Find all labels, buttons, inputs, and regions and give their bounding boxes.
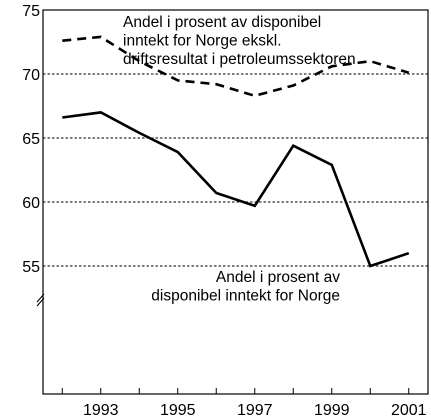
series-annotation-line: inntekt for Norge ekskl. xyxy=(123,33,282,50)
x-tick-label: 1999 xyxy=(314,402,350,419)
plot-frame xyxy=(42,9,429,395)
y-tick-label: 70 xyxy=(22,67,40,84)
x-tick-label: 1995 xyxy=(160,402,196,419)
y-tick-label: 65 xyxy=(22,131,40,148)
series-annotation-line: disponibel inntekt for Norge xyxy=(151,288,340,305)
series-annotation-line: Andel i prosent av xyxy=(216,269,340,286)
axis-break-mark xyxy=(36,297,45,307)
series-annotation-line: Andel i prosent av disponibel xyxy=(123,14,321,31)
y-tick-label: 55 xyxy=(22,259,40,276)
y-tick-label: 75 xyxy=(22,3,40,20)
x-tick-label: 1997 xyxy=(237,402,273,419)
series-line-dashed xyxy=(62,35,410,98)
x-tick-label: 1993 xyxy=(83,402,119,419)
series-line-solid xyxy=(62,111,410,268)
series-annotation-line: driftsresultat i petroleumssektoren xyxy=(123,51,356,68)
y-tick-label: 60 xyxy=(22,195,40,212)
x-tick-label: 2001 xyxy=(391,402,427,419)
axis-break-mark xyxy=(36,293,45,303)
